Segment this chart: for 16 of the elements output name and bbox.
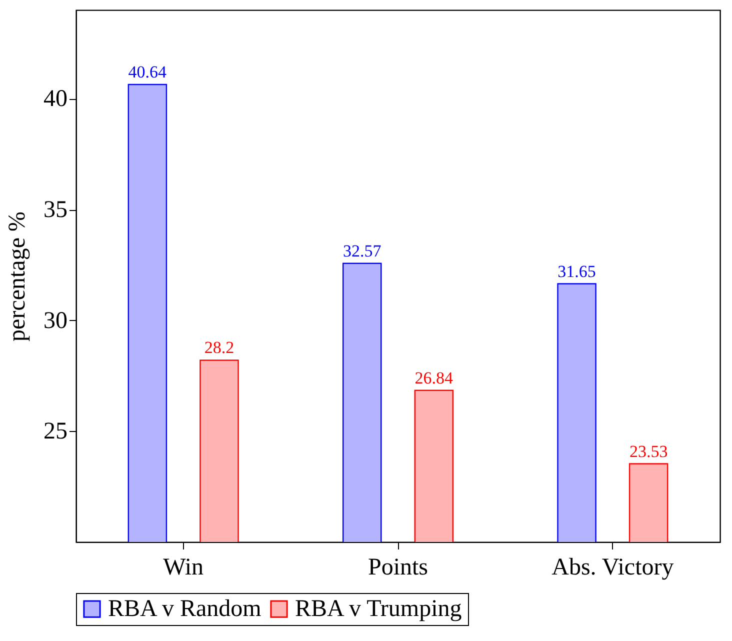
x-tick-label: Abs. Victory xyxy=(552,554,674,580)
y-tick-label: 30 xyxy=(44,308,68,334)
data-label: 32.57 xyxy=(342,241,382,260)
data-label: 26.84 xyxy=(414,368,454,388)
data-label: 40.64 xyxy=(128,62,168,82)
x-tick-label: Points xyxy=(368,554,428,580)
x-tick-label: Win xyxy=(163,554,204,580)
data-label: 28.2 xyxy=(204,338,234,358)
y-tick-label: 35 xyxy=(44,197,68,223)
data-label: 23.53 xyxy=(629,442,668,461)
y-axis-title: percentage % xyxy=(4,212,30,342)
y-tick-label: 40 xyxy=(44,86,68,112)
data-label: 31.65 xyxy=(558,262,596,281)
legend-label: RBA v Random xyxy=(108,596,262,622)
legend-label: RBA v Trumping xyxy=(295,596,462,622)
y-tick-label: 25 xyxy=(44,418,68,445)
